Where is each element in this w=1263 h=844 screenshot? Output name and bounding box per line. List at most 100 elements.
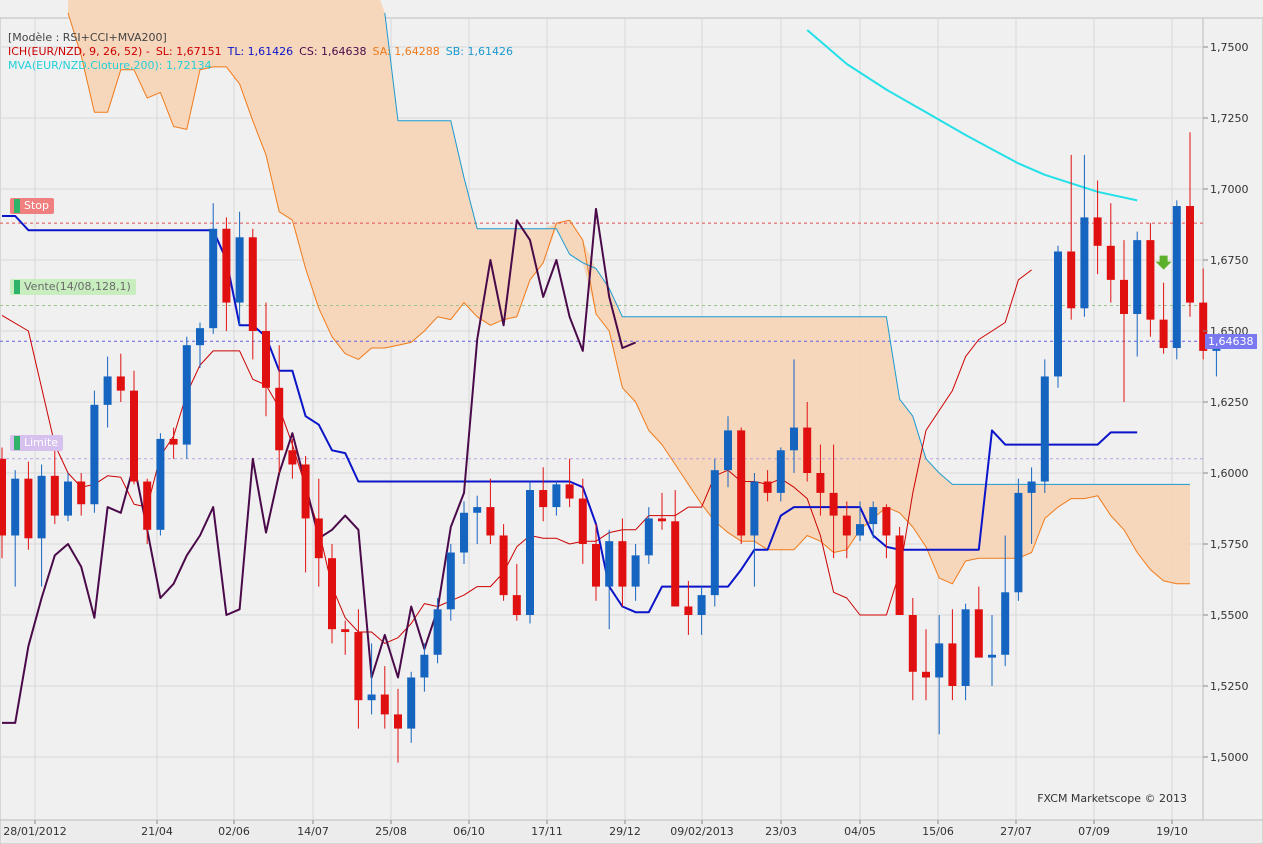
candle-body <box>1106 245 1115 280</box>
candle-body <box>433 609 442 655</box>
x-tick-label: 25/08 <box>375 825 407 838</box>
candle-body <box>196 328 204 346</box>
candle-body <box>446 552 455 610</box>
x-tick-label: 29/12 <box>609 825 641 838</box>
candle-body <box>24 478 33 539</box>
vente-tag[interactable]: Vente(14/08,128,1) <box>10 279 136 295</box>
limite-marker-icon <box>14 436 20 450</box>
candle-body <box>737 430 746 536</box>
candle-body <box>895 535 904 615</box>
ichimoku-legend: ICH(EUR/NZD, 9, 26, 52) - SL: 1,67151 TL: … <box>8 45 519 59</box>
candle-body <box>275 387 284 451</box>
candle-body <box>1067 251 1076 309</box>
stop-marker-icon <box>14 199 20 213</box>
x-tick-label: 19/10 <box>1156 825 1188 838</box>
candle-body <box>499 535 508 596</box>
sb-value: SB: 1,61426 <box>445 45 513 58</box>
candle-body <box>935 643 944 678</box>
candle-body <box>341 629 350 633</box>
y-tick-label: 1,7250 <box>1210 112 1249 125</box>
candle-body <box>37 475 46 539</box>
candle-body <box>1040 376 1049 482</box>
current-price-badge: 1,64638 <box>1205 334 1257 349</box>
x-tick-label: 04/05 <box>844 825 876 838</box>
limite-tag[interactable]: Limite <box>10 435 64 451</box>
candle-body <box>803 427 812 473</box>
x-tick-label: 09/02/2013 <box>670 825 733 838</box>
candle-body <box>314 518 323 559</box>
candle-body <box>473 507 482 513</box>
candle-body <box>710 470 719 596</box>
candle-body <box>790 427 798 451</box>
candle-body <box>64 481 72 516</box>
candle-body <box>526 490 534 615</box>
candle-body <box>130 390 138 482</box>
y-tick-label: 1,5500 <box>1210 609 1249 622</box>
candle-body <box>301 464 310 519</box>
candle-body <box>922 671 930 678</box>
candle-body <box>0 458 6 536</box>
candle-body <box>1146 240 1155 320</box>
candle-body <box>407 677 416 729</box>
candle-body <box>697 595 706 615</box>
candle-body <box>1001 592 1010 655</box>
price-axis-area <box>1202 17 1263 821</box>
x-tick-label: 28/01/2012 <box>3 825 66 838</box>
grid <box>0 17 1263 844</box>
candle-body <box>763 481 772 493</box>
signal-arrow-icon <box>1155 255 1172 270</box>
y-tick-label: 1,7500 <box>1210 41 1249 54</box>
candle-body <box>262 331 270 388</box>
candle-body <box>882 507 891 536</box>
candle-body <box>1186 206 1194 303</box>
x-tick-label: 17/11 <box>531 825 563 838</box>
candle-body <box>103 376 112 405</box>
candle-body <box>354 632 363 701</box>
indicator-legend: [Modèle : RSI+CCI+MVA200] ICH(EUR/NZD, 9… <box>8 31 519 73</box>
model-label: [Modèle : RSI+CCI+MVA200] <box>8 31 167 44</box>
cs-value: CS: 1,64638 <box>299 45 367 58</box>
candle-body <box>1054 251 1062 377</box>
candle-body <box>842 515 851 536</box>
tl-value: TL: 1,61426 <box>227 45 294 58</box>
mva-legend: MVA(EUR/NZD.Cloture,200): 1,72134 <box>8 59 212 72</box>
x-tick-label: 27/07 <box>1000 825 1032 838</box>
candle-body <box>209 228 218 329</box>
ich-label: ICH(EUR/NZD, 9, 26, 52) - <box>8 45 150 58</box>
candle-body <box>1199 302 1208 351</box>
x-tick-label: 15/06 <box>922 825 954 838</box>
stop-tag[interactable]: Stop <box>10 198 55 214</box>
candle-body <box>856 524 864 536</box>
candle-body <box>235 237 244 303</box>
credit-label: FXCM Marketscope © 2013 <box>1037 792 1187 805</box>
candle-body <box>684 606 693 615</box>
candle-body <box>539 490 548 508</box>
candle-body <box>90 404 99 505</box>
candle-body <box>394 714 402 729</box>
vente-label: Vente(14/08,128,1) <box>24 280 131 293</box>
x-tick-label: 14/07 <box>297 825 329 838</box>
candle-body <box>750 481 759 536</box>
sl-value: SL: 1,67151 <box>155 45 222 58</box>
candle-body <box>578 498 587 544</box>
candle-body <box>631 555 640 587</box>
candle-body <box>143 481 152 530</box>
y-tick-label: 1,5750 <box>1210 538 1249 551</box>
candle-body <box>1159 319 1168 349</box>
y-tick-label: 1,5000 <box>1210 751 1249 764</box>
candle-body <box>618 541 627 587</box>
candle-body <box>288 450 297 465</box>
x-tick-label: 07/09 <box>1078 825 1110 838</box>
candle-body <box>380 694 389 715</box>
candles <box>0 132 1221 763</box>
x-tick-label: 06/10 <box>453 825 485 838</box>
candle-body <box>460 512 468 553</box>
candle-body <box>156 438 165 530</box>
candle-body <box>658 518 666 522</box>
y-tick-label: 1,6000 <box>1210 467 1249 480</box>
candle-body <box>328 558 336 630</box>
x-tick-label: 02/06 <box>218 825 250 838</box>
candle-body <box>1133 240 1142 314</box>
candle-body <box>182 345 191 445</box>
